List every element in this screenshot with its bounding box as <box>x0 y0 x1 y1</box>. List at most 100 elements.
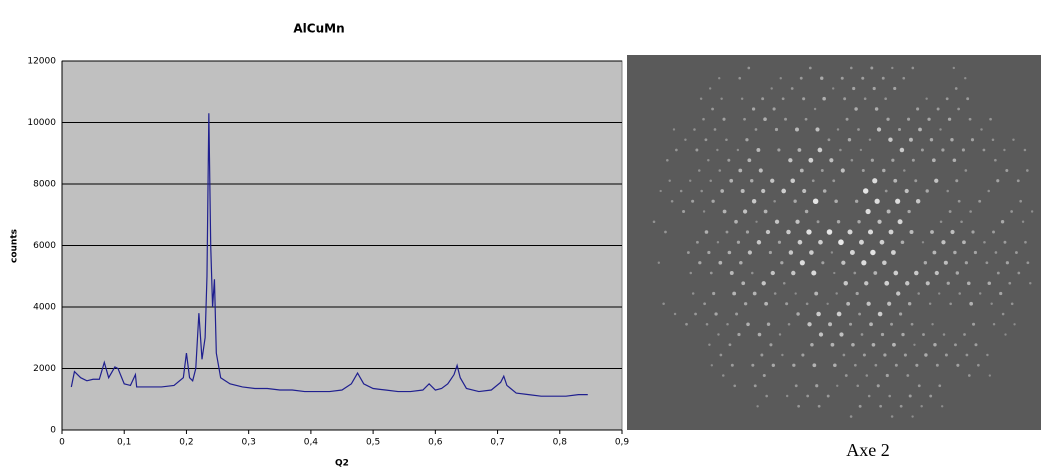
diffraction-spot <box>1029 282 1032 285</box>
diffraction-spot <box>797 148 802 152</box>
diffraction-spot <box>698 169 701 172</box>
diffraction-spot <box>1026 261 1030 265</box>
diffraction-spot <box>686 251 690 254</box>
diffraction-spot <box>884 97 887 101</box>
diffraction-spot <box>941 240 946 245</box>
diffraction-spot <box>836 128 840 131</box>
diffraction-spot <box>886 209 891 214</box>
diffraction-spot <box>714 312 718 316</box>
diffraction-spot <box>883 353 887 357</box>
diffraction-spot <box>691 199 695 203</box>
diffraction-spot <box>835 292 838 295</box>
diffraction-spot <box>884 280 890 286</box>
diffraction-spot <box>804 209 809 214</box>
diffraction-spot <box>971 230 975 234</box>
diffraction-spot <box>916 107 920 111</box>
diffraction-spot <box>1016 179 1020 183</box>
diffraction-spot <box>672 128 676 131</box>
diffraction-spot <box>739 260 743 265</box>
diffraction-spot <box>927 117 931 121</box>
diffraction-spot <box>727 158 731 162</box>
diffraction-spot <box>849 415 853 418</box>
diffraction-spot <box>1024 240 1027 244</box>
diffraction-spot <box>864 281 869 286</box>
diffraction-spot <box>761 188 766 194</box>
diffraction-spot <box>807 322 812 327</box>
diffraction-spot <box>741 281 746 286</box>
diffraction-spot <box>694 312 697 316</box>
diffraction-spot <box>865 374 869 377</box>
diffraction-spot <box>962 240 966 245</box>
diffraction-spot <box>810 343 814 347</box>
diffraction-spot <box>906 374 910 377</box>
diffraction-spot <box>862 353 866 357</box>
diffraction-spot <box>989 117 992 121</box>
diffraction-spot <box>955 179 959 183</box>
diffraction-spot <box>793 199 797 203</box>
diffraction-spot <box>867 229 874 235</box>
diffraction-spot <box>720 97 723 100</box>
diffraction-spot <box>684 138 687 141</box>
diffraction-spot <box>760 353 764 357</box>
diffraction-spot <box>689 271 693 275</box>
diffraction-spot <box>964 169 968 172</box>
diffraction-spot <box>876 127 882 132</box>
diffraction-spot <box>746 322 750 327</box>
diffraction-spot <box>708 343 711 347</box>
diffraction-spot <box>753 384 757 388</box>
x-tick-label: 0,1 <box>117 438 131 448</box>
diffraction-spot <box>854 107 858 111</box>
diffraction-spot <box>938 292 941 295</box>
diffraction-spot <box>879 404 883 408</box>
diffraction-spot <box>849 250 855 255</box>
diffraction-spot <box>770 270 775 276</box>
x-tick-label: 0,4 <box>304 438 319 448</box>
diffraction-spot <box>891 66 894 70</box>
diffraction-spot <box>911 158 915 162</box>
diffraction-spot <box>718 260 723 265</box>
diffraction-spot <box>948 210 952 213</box>
diffraction-spot <box>856 384 860 388</box>
diffraction-spot <box>1005 168 1009 172</box>
diffraction-spot <box>693 128 696 131</box>
diffraction-spot <box>884 189 888 193</box>
diffraction-spot <box>872 178 878 184</box>
diffraction-spot <box>763 117 767 122</box>
diffraction-spot <box>711 107 714 111</box>
diffraction-spot <box>969 210 972 213</box>
y-tick-label: 6000 <box>33 241 56 251</box>
diffraction-spot <box>849 66 853 70</box>
diffraction-spot <box>859 239 864 245</box>
diffraction-spot <box>790 178 796 184</box>
diffraction-spot <box>796 312 800 316</box>
diffraction-spot <box>942 333 946 336</box>
diffraction-spot <box>840 76 844 80</box>
diffraction-spot <box>717 333 720 336</box>
diffraction-spot <box>999 291 1003 296</box>
diffraction-spot <box>777 240 782 244</box>
diffraction-spot <box>954 87 958 90</box>
diffraction-spot <box>922 333 925 336</box>
diffraction-spot <box>870 249 876 256</box>
image-caption: Axe 2 <box>846 440 890 460</box>
diffraction-spot <box>974 343 978 347</box>
diffraction-spot <box>698 261 702 265</box>
diffraction-spot <box>874 107 879 111</box>
diffraction-spot <box>892 342 896 347</box>
diffraction-spot <box>832 87 835 90</box>
diffraction-spot <box>702 117 705 121</box>
diffraction-spot <box>920 405 923 408</box>
diffraction-spot <box>957 199 961 203</box>
diffraction-spot <box>794 292 797 295</box>
diffraction-spot <box>695 148 699 152</box>
y-tick-label: 8000 <box>33 180 56 190</box>
diffraction-spot <box>679 189 683 193</box>
diffraction-spot <box>743 302 748 306</box>
diffraction-spot <box>946 281 950 285</box>
diffraction-spot <box>668 179 671 182</box>
diffraction-spot <box>787 322 791 326</box>
diffraction-spot <box>852 86 856 91</box>
diffraction-spot <box>841 260 846 265</box>
diffraction-spot <box>966 97 970 101</box>
